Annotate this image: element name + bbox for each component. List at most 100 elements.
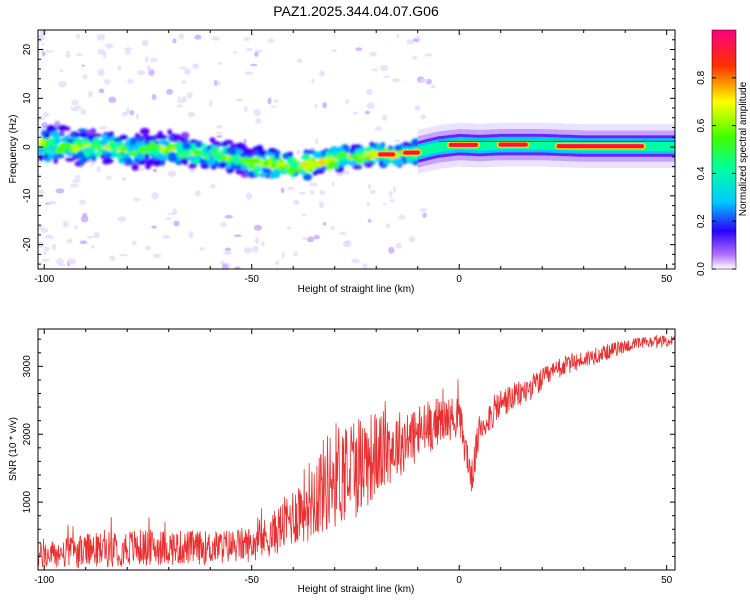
spectrogram-band-blob [222, 141, 228, 147]
spectrogram-band-blob [119, 134, 129, 140]
spectrogram-speckle-dot [44, 234, 53, 239]
spectrogram-speckle-dot [86, 236, 94, 239]
spectrogram-band-blob [340, 156, 349, 161]
colorbar-gradient [711, 29, 737, 270]
spectrogram-ytick-label: -20 [22, 237, 33, 252]
spectrogram-band-blob [79, 159, 85, 165]
spectrogram-speckle-dot [62, 220, 69, 228]
spectrogram-band-blob [269, 156, 275, 162]
spectrogram-speckle-dot [39, 189, 45, 196]
spectrogram-speckle-dot [181, 95, 187, 103]
spectrogram-band-blob [138, 146, 146, 154]
spectrogram-band-blob [43, 152, 49, 161]
spectrogram-band-blob [157, 135, 168, 140]
spectrogram-speckle-dot [232, 51, 238, 54]
spectrogram-band-blob [58, 145, 64, 151]
spectrogram-band-blob [167, 128, 173, 135]
spectrogram-band-blob [354, 144, 362, 149]
spectrogram-speckle-dot [369, 189, 376, 195]
spectrogram-band-blob [140, 136, 145, 141]
spectrogram-band-blob [66, 138, 75, 144]
spectrogram-speckle-dot [362, 263, 368, 269]
spectrogram-band-blob [349, 154, 360, 160]
spectrogram-speckle-dot [314, 103, 318, 109]
spectrogram-speckle-dot [96, 48, 105, 55]
spectrogram-speckle-dot [388, 246, 395, 254]
spectrogram-band-blob [160, 145, 166, 154]
spectrogram-speckle-dot [234, 266, 241, 269]
spectrogram-band-blob [374, 144, 384, 151]
spectrogram-band-blob [101, 134, 109, 142]
spectrogram-band-blob [347, 160, 358, 166]
spectrogram-speckle-dot [199, 247, 205, 251]
spectrogram-band-blob [200, 163, 207, 169]
spectrogram-xlabel: Height of straight line (km) [298, 284, 415, 295]
spectrogram-speckle-dot [424, 53, 433, 57]
spectrogram-speckle-dot [146, 64, 151, 72]
spectrogram-hot-core [403, 150, 420, 155]
spectrogram-band-blob [231, 153, 237, 160]
spectrogram-speckle-dot [339, 232, 348, 235]
spectrogram-band-blob [93, 133, 102, 138]
spectrogram-speckle-dot [355, 47, 363, 52]
spectrogram-speckle-dot [55, 188, 65, 194]
colorbar-ticks: 0.0 0.2 0.4 0.6 0.8 [696, 70, 736, 276]
spectrogram-band [38, 120, 430, 181]
spectrogram-band-blob [67, 151, 72, 157]
spectrogram-frame [37, 29, 676, 270]
spectrogram-band-blob [364, 163, 373, 168]
spectrogram-band-blob [247, 149, 256, 155]
spectrogram-speckle-dot [260, 241, 265, 247]
spectrogram-band-blob [199, 158, 205, 164]
spectrogram-band-blob [282, 153, 290, 160]
spectrogram-band-blob [286, 169, 296, 175]
spectrogram-band-blob [402, 142, 413, 148]
spectrogram-speckle-dot [181, 80, 187, 84]
spectrogram-speckle-dot [426, 78, 432, 85]
spectrogram-band-blob [179, 137, 186, 144]
spectrogram-band-blob [266, 169, 272, 175]
spectrogram-band-blob [179, 153, 187, 159]
spectrogram-speckle-dot [178, 33, 185, 40]
spectrogram-speckle-dot [366, 202, 371, 207]
spectrogram-ytick-label: -10 [22, 188, 33, 203]
spectrogram-band-blob [157, 153, 167, 161]
spectrogram-speckle-dot [367, 183, 372, 190]
spectrogram-speckle-dot [210, 184, 216, 189]
spectrogram-speckle-dot [253, 109, 261, 117]
spectrogram-band-blob [339, 159, 348, 167]
spectrogram-band-blob [392, 161, 400, 166]
colorbar-tick-label: 0.2 [696, 214, 707, 228]
spectrogram-speckle-dot [173, 220, 180, 227]
spectrogram-speckle-dot [252, 245, 259, 253]
spectrogram-band-blob [302, 153, 310, 161]
spectrogram-speckle-dot [70, 183, 79, 188]
colorbar-tick-label: 0.8 [696, 70, 707, 84]
spectrogram-speckle-dot [319, 70, 325, 77]
spectrogram-speckle-dot [87, 90, 93, 98]
spectrogram-speckle-dot [177, 96, 181, 101]
spectrogram-heatmap [38, 30, 675, 269]
spectrogram-band-blob [175, 146, 182, 153]
spectrogram-band-blob [83, 137, 89, 144]
spectrogram-speckle-dot [66, 238, 73, 244]
spectrogram-band-blob [210, 146, 221, 151]
spectrogram-speckle-dot [430, 84, 436, 89]
spectrogram-band-blob [39, 139, 46, 146]
snr-xtick-label: -100 [34, 575, 54, 586]
spectrogram-band-blob [358, 151, 364, 157]
spectrogram-band-blob [56, 154, 65, 159]
spectrogram-speckle-dot [131, 240, 137, 246]
spectrogram-speckle-dot [243, 138, 247, 144]
spectrogram-band-blob [281, 162, 287, 166]
spectrogram-speckle-dot [367, 218, 372, 223]
spectrogram-band-blob [111, 146, 118, 155]
spectrogram-speckle-dot [364, 110, 370, 115]
spectrogram-speckle-dot [42, 112, 50, 117]
spectrogram-band-blob [143, 153, 150, 160]
spectrogram-speckle-dot [212, 36, 220, 41]
snr-frame [37, 328, 676, 571]
spectrogram-band-blob [88, 146, 96, 153]
